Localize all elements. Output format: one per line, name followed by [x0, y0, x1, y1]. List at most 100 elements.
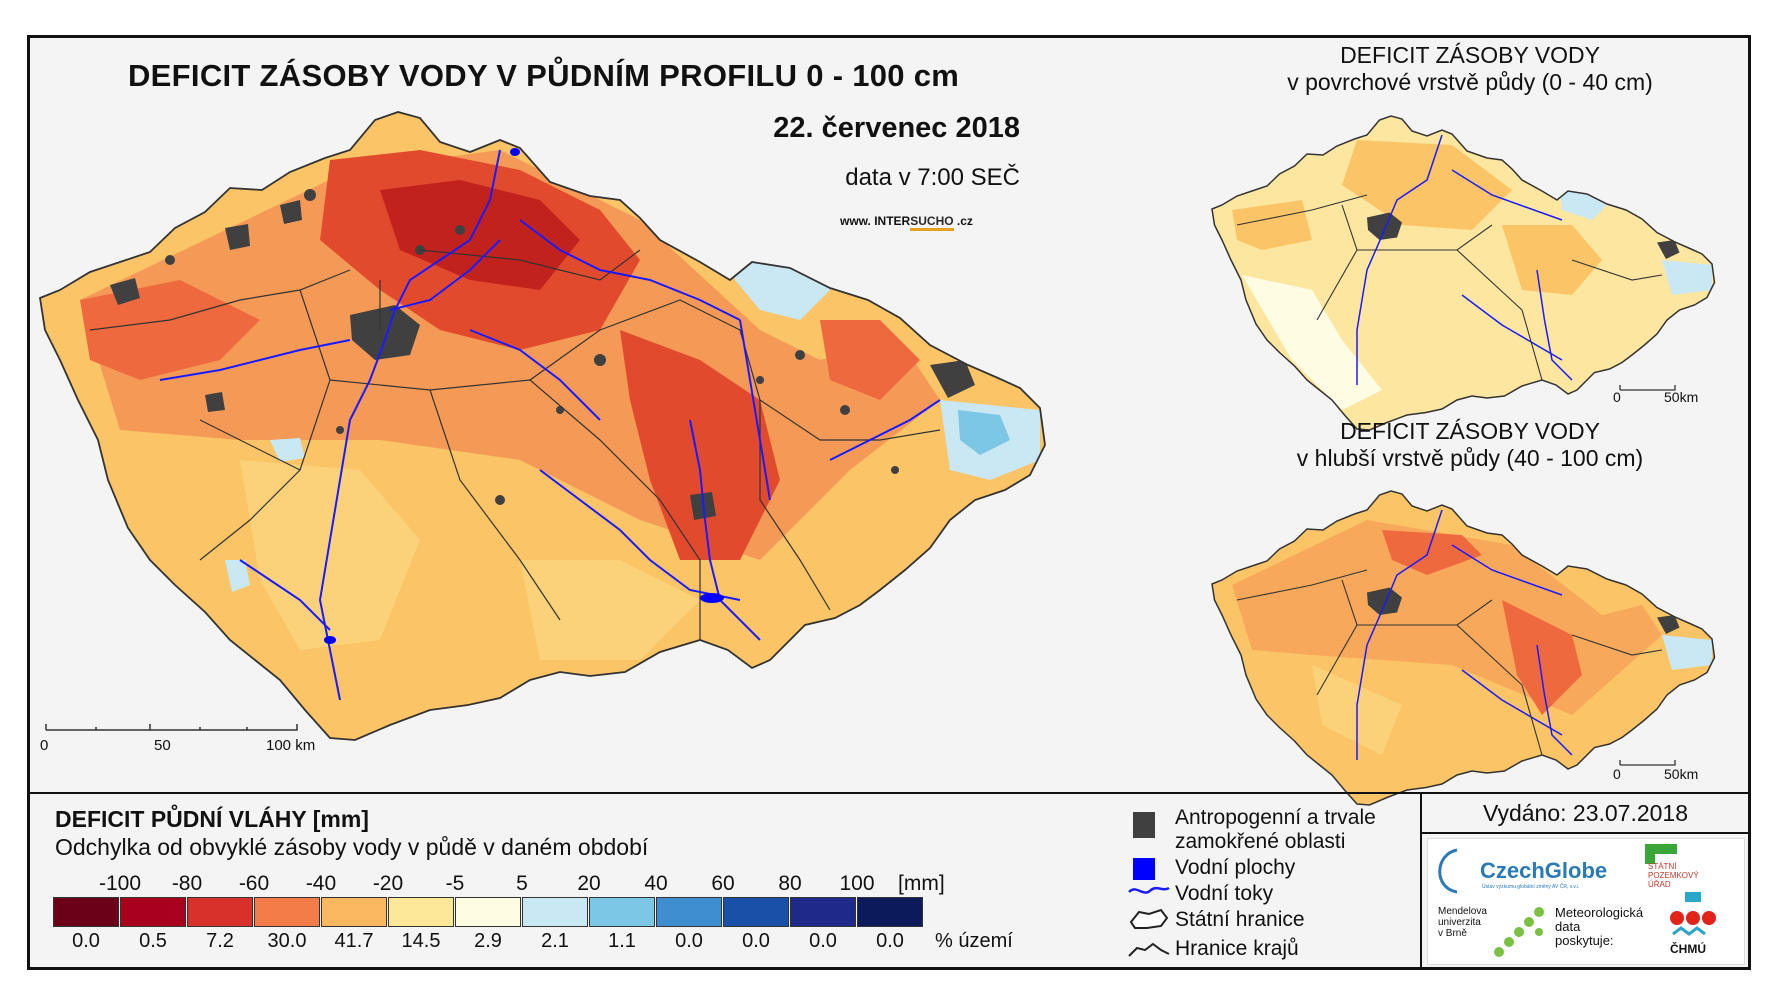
legend-tick: 40 — [644, 872, 668, 895]
legend-tick: 20 — [577, 872, 601, 895]
legend-unit: [mm] — [898, 872, 945, 895]
key-anthropogenic-line1: Antropogenní a trvale — [1175, 806, 1376, 829]
key-rivers: Vodní toky — [1175, 882, 1274, 905]
key-anthropogenic-line2: zamokřené oblasti — [1175, 830, 1346, 853]
legend-panel — [27, 792, 1751, 970]
legend-swatch — [723, 897, 789, 927]
czechglobe-logo: CzechGlobe — [1480, 858, 1608, 883]
meteo-line2: data — [1555, 919, 1581, 934]
legend-tick: 80 — [778, 872, 802, 895]
spu-line2: POZEMKOVÝ — [1648, 871, 1699, 880]
legend-tick: -20 — [372, 872, 404, 895]
anthropogenic-swatch — [1133, 812, 1155, 838]
legend-tick: 100 — [839, 872, 875, 895]
inset-top-title: DEFICIT ZÁSOBY VODY v povrchové vrstvě p… — [1210, 42, 1730, 96]
website-highlight: SUCHO — [910, 214, 954, 231]
legend-area-percent: 1.1 — [608, 930, 636, 952]
legend-area-unit: % území — [935, 930, 1013, 952]
legend-tick: 5 — [516, 872, 528, 895]
legend-swatch — [254, 897, 320, 927]
inset-top-title-line2: v povrchové vrstvě půdy (0 - 40 cm) — [1287, 69, 1653, 95]
main-scale-label-0: 0 — [40, 737, 49, 754]
inset-top-title-line1: DEFICIT ZÁSOBY VODY — [1340, 42, 1600, 68]
key-state-border: Státní hranice — [1175, 908, 1305, 931]
czechglobe-logo-icon — [1438, 848, 1458, 894]
region-border-icon — [1128, 942, 1170, 957]
key-water-bodies: Vodní plochy — [1175, 856, 1296, 879]
legend-swatch — [120, 897, 186, 927]
main-scale-label-50: 50 — [154, 737, 171, 754]
map-time: data v 7:00 SEČ — [845, 164, 1020, 191]
legend-swatch — [522, 897, 588, 927]
legend-tick: -40 — [305, 872, 337, 895]
website-suffix: .cz — [953, 214, 973, 228]
legend-area-percent: 30.0 — [267, 930, 307, 952]
mendelu-logo-icon — [1494, 907, 1544, 957]
legend-swatch — [388, 897, 454, 927]
inset-bottom-title-line2: v hlubší vrstvě půdy (40 - 100 cm) — [1296, 445, 1644, 471]
mendelu-logo-text: Mendelova univerzita v Brně — [1438, 906, 1487, 939]
website-link[interactable]: www. INTERSUCHO .cz — [840, 214, 973, 231]
website-prefix: www. INTER — [840, 214, 911, 228]
legend-area-percent: 0.0 — [876, 930, 904, 952]
legend-area-percent: 0.0 — [675, 930, 703, 952]
key-anthropogenic: Antropogenní a trvale zamokřené oblasti — [1175, 806, 1376, 854]
spu-line1: STÁTNÍ — [1648, 862, 1677, 871]
chmu-logo: ČHMÚ — [1670, 942, 1706, 956]
czechglobe-sub: Ústav výzkumu globální změny AV ČR, v.v.… — [1482, 884, 1580, 890]
mendelu-line2: univerzita — [1438, 917, 1481, 928]
state-border-icon — [1129, 908, 1169, 929]
spu-line3: ÚŘAD — [1648, 880, 1671, 889]
issued-divider — [1420, 832, 1751, 834]
legend-swatch — [321, 897, 387, 927]
map-date: 22. červenec 2018 — [773, 112, 1020, 144]
inset-top-scale-0: 0 — [1613, 389, 1621, 405]
river-line-icon — [1128, 886, 1170, 894]
legend-area-percent: 7.2 — [206, 930, 234, 952]
spu-logo-icon — [1645, 844, 1677, 864]
logo-graphics — [1438, 844, 1716, 957]
meteo-data-text: Meteorologická data poskytuje: — [1555, 906, 1643, 948]
chmu-logo-icon — [1670, 892, 1716, 936]
inset-bottom-title-line1: DEFICIT ZÁSOBY VODY — [1340, 418, 1600, 444]
meteo-line1: Meteorologická — [1555, 905, 1644, 920]
legend-area-percent: 2.9 — [474, 930, 502, 952]
legend-title: DEFICIT PŮDNÍ VLÁHY [mm] — [55, 806, 369, 832]
legend-tick: -100 — [98, 872, 142, 895]
legend-swatch — [53, 897, 119, 927]
legend-swatch — [857, 897, 923, 927]
inset-top-scale-50: 50km — [1664, 389, 1699, 405]
meteo-line3: poskytuje: — [1555, 933, 1614, 948]
main-scale-label-100: 100 km — [266, 737, 316, 754]
legend-area-percent: 14.5 — [401, 930, 441, 952]
legend-area-percent: 0.5 — [139, 930, 167, 952]
legend-tick: 60 — [711, 872, 735, 895]
inset-bottom-scale-50: 50km — [1664, 766, 1699, 782]
issued-date: Vydáno: 23.07.2018 — [1482, 800, 1689, 826]
inset-bottom-scale-0: 0 — [1613, 766, 1621, 782]
issued-panel — [1420, 792, 1751, 970]
key-line-symbols — [1128, 886, 1170, 957]
legend-subtitle: Odchylka od obvyklé zásoby vody v půdě v… — [55, 834, 649, 860]
inset-bottom-title: DEFICIT ZÁSOBY VODY v hlubší vrstvě půdy… — [1210, 418, 1730, 472]
mendelu-line1: Mendelova — [1438, 906, 1487, 917]
legend-area-percent: 0.0 — [809, 930, 837, 952]
legend-area-percent: 0.0 — [72, 930, 100, 952]
legend-area-percent: 0.0 — [742, 930, 770, 952]
legend-swatch — [187, 897, 253, 927]
spu-logo-text: STÁTNÍ POZEMKOVÝ ÚŘAD — [1648, 862, 1699, 889]
mendelu-line3: v Brně — [1438, 928, 1467, 939]
legend-tick: -5 — [445, 872, 465, 895]
legend-swatch — [589, 897, 655, 927]
legend-tick: -60 — [238, 872, 270, 895]
legend-swatch — [455, 897, 521, 927]
legend-area-percent: 2.1 — [541, 930, 569, 952]
legend-swatch — [656, 897, 722, 927]
legend-swatch — [790, 897, 856, 927]
legend-tick: -80 — [171, 872, 203, 895]
legend-area-percent: 41.7 — [334, 930, 374, 952]
water-bodies-swatch — [1133, 858, 1155, 880]
key-region-border: Hranice krajů — [1175, 937, 1299, 960]
map-title: DEFICIT ZÁSOBY VODY V PŮDNÍM PROFILU 0 -… — [128, 58, 960, 93]
